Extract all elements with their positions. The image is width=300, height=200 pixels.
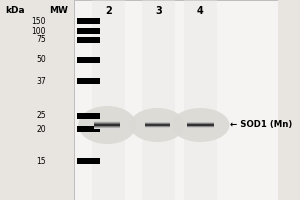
Bar (74, 0, 278, 200)
Bar (187, 127, 214, 128)
Bar (145, 121, 170, 122)
Ellipse shape (130, 108, 185, 142)
Bar (145, 123, 170, 124)
Bar (187, 121, 214, 122)
Bar (92, 0, 125, 200)
Bar (94, 124, 120, 125)
Text: 20: 20 (36, 124, 46, 134)
Bar (94, 123, 120, 124)
Bar (145, 124, 170, 125)
Bar (94, 127, 120, 128)
Bar (187, 125, 214, 126)
Bar (94, 121, 120, 122)
Bar (94, 122, 120, 123)
Bar (76, 78, 100, 84)
Text: 37: 37 (36, 76, 46, 86)
Bar (76, 18, 100, 24)
Text: 3: 3 (155, 6, 162, 16)
Bar (142, 0, 176, 200)
Bar (76, 28, 100, 34)
Text: kDa: kDa (6, 6, 25, 15)
Bar (145, 126, 170, 127)
Bar (94, 126, 120, 127)
Text: 15: 15 (36, 156, 46, 166)
Bar (94, 124, 120, 126)
Bar (94, 126, 120, 127)
Bar (76, 113, 100, 119)
Bar (187, 124, 214, 125)
Bar (145, 125, 170, 126)
Bar (145, 122, 170, 123)
Text: 100: 100 (32, 26, 46, 36)
Bar (145, 126, 170, 127)
Ellipse shape (171, 108, 230, 142)
Bar (187, 126, 214, 127)
Bar (187, 123, 214, 124)
Bar (187, 124, 214, 126)
Bar (145, 124, 170, 125)
Text: 75: 75 (36, 36, 46, 45)
Bar (94, 125, 120, 126)
Bar (187, 124, 214, 125)
Bar (94, 127, 120, 128)
Bar (76, 57, 100, 63)
Text: 4: 4 (197, 6, 204, 16)
Text: 25: 25 (36, 112, 46, 120)
Bar (184, 0, 217, 200)
Bar (145, 122, 170, 123)
Bar (145, 125, 170, 126)
Bar (76, 37, 100, 43)
Bar (76, 126, 100, 132)
Ellipse shape (78, 106, 136, 144)
Bar (145, 123, 170, 124)
Bar (187, 122, 214, 123)
Bar (94, 128, 120, 129)
Bar (187, 125, 214, 126)
Text: ← SOD1 (Mn): ← SOD1 (Mn) (230, 120, 292, 130)
Bar (187, 122, 214, 123)
Text: 50: 50 (36, 55, 46, 64)
Text: MW: MW (49, 6, 68, 15)
Bar (187, 123, 214, 124)
Bar (145, 127, 170, 128)
Bar (94, 125, 120, 126)
Bar (187, 126, 214, 127)
Bar (94, 128, 120, 129)
Text: 150: 150 (32, 17, 46, 25)
Bar (145, 124, 170, 126)
Bar (76, 158, 100, 164)
Text: 2: 2 (105, 6, 112, 16)
